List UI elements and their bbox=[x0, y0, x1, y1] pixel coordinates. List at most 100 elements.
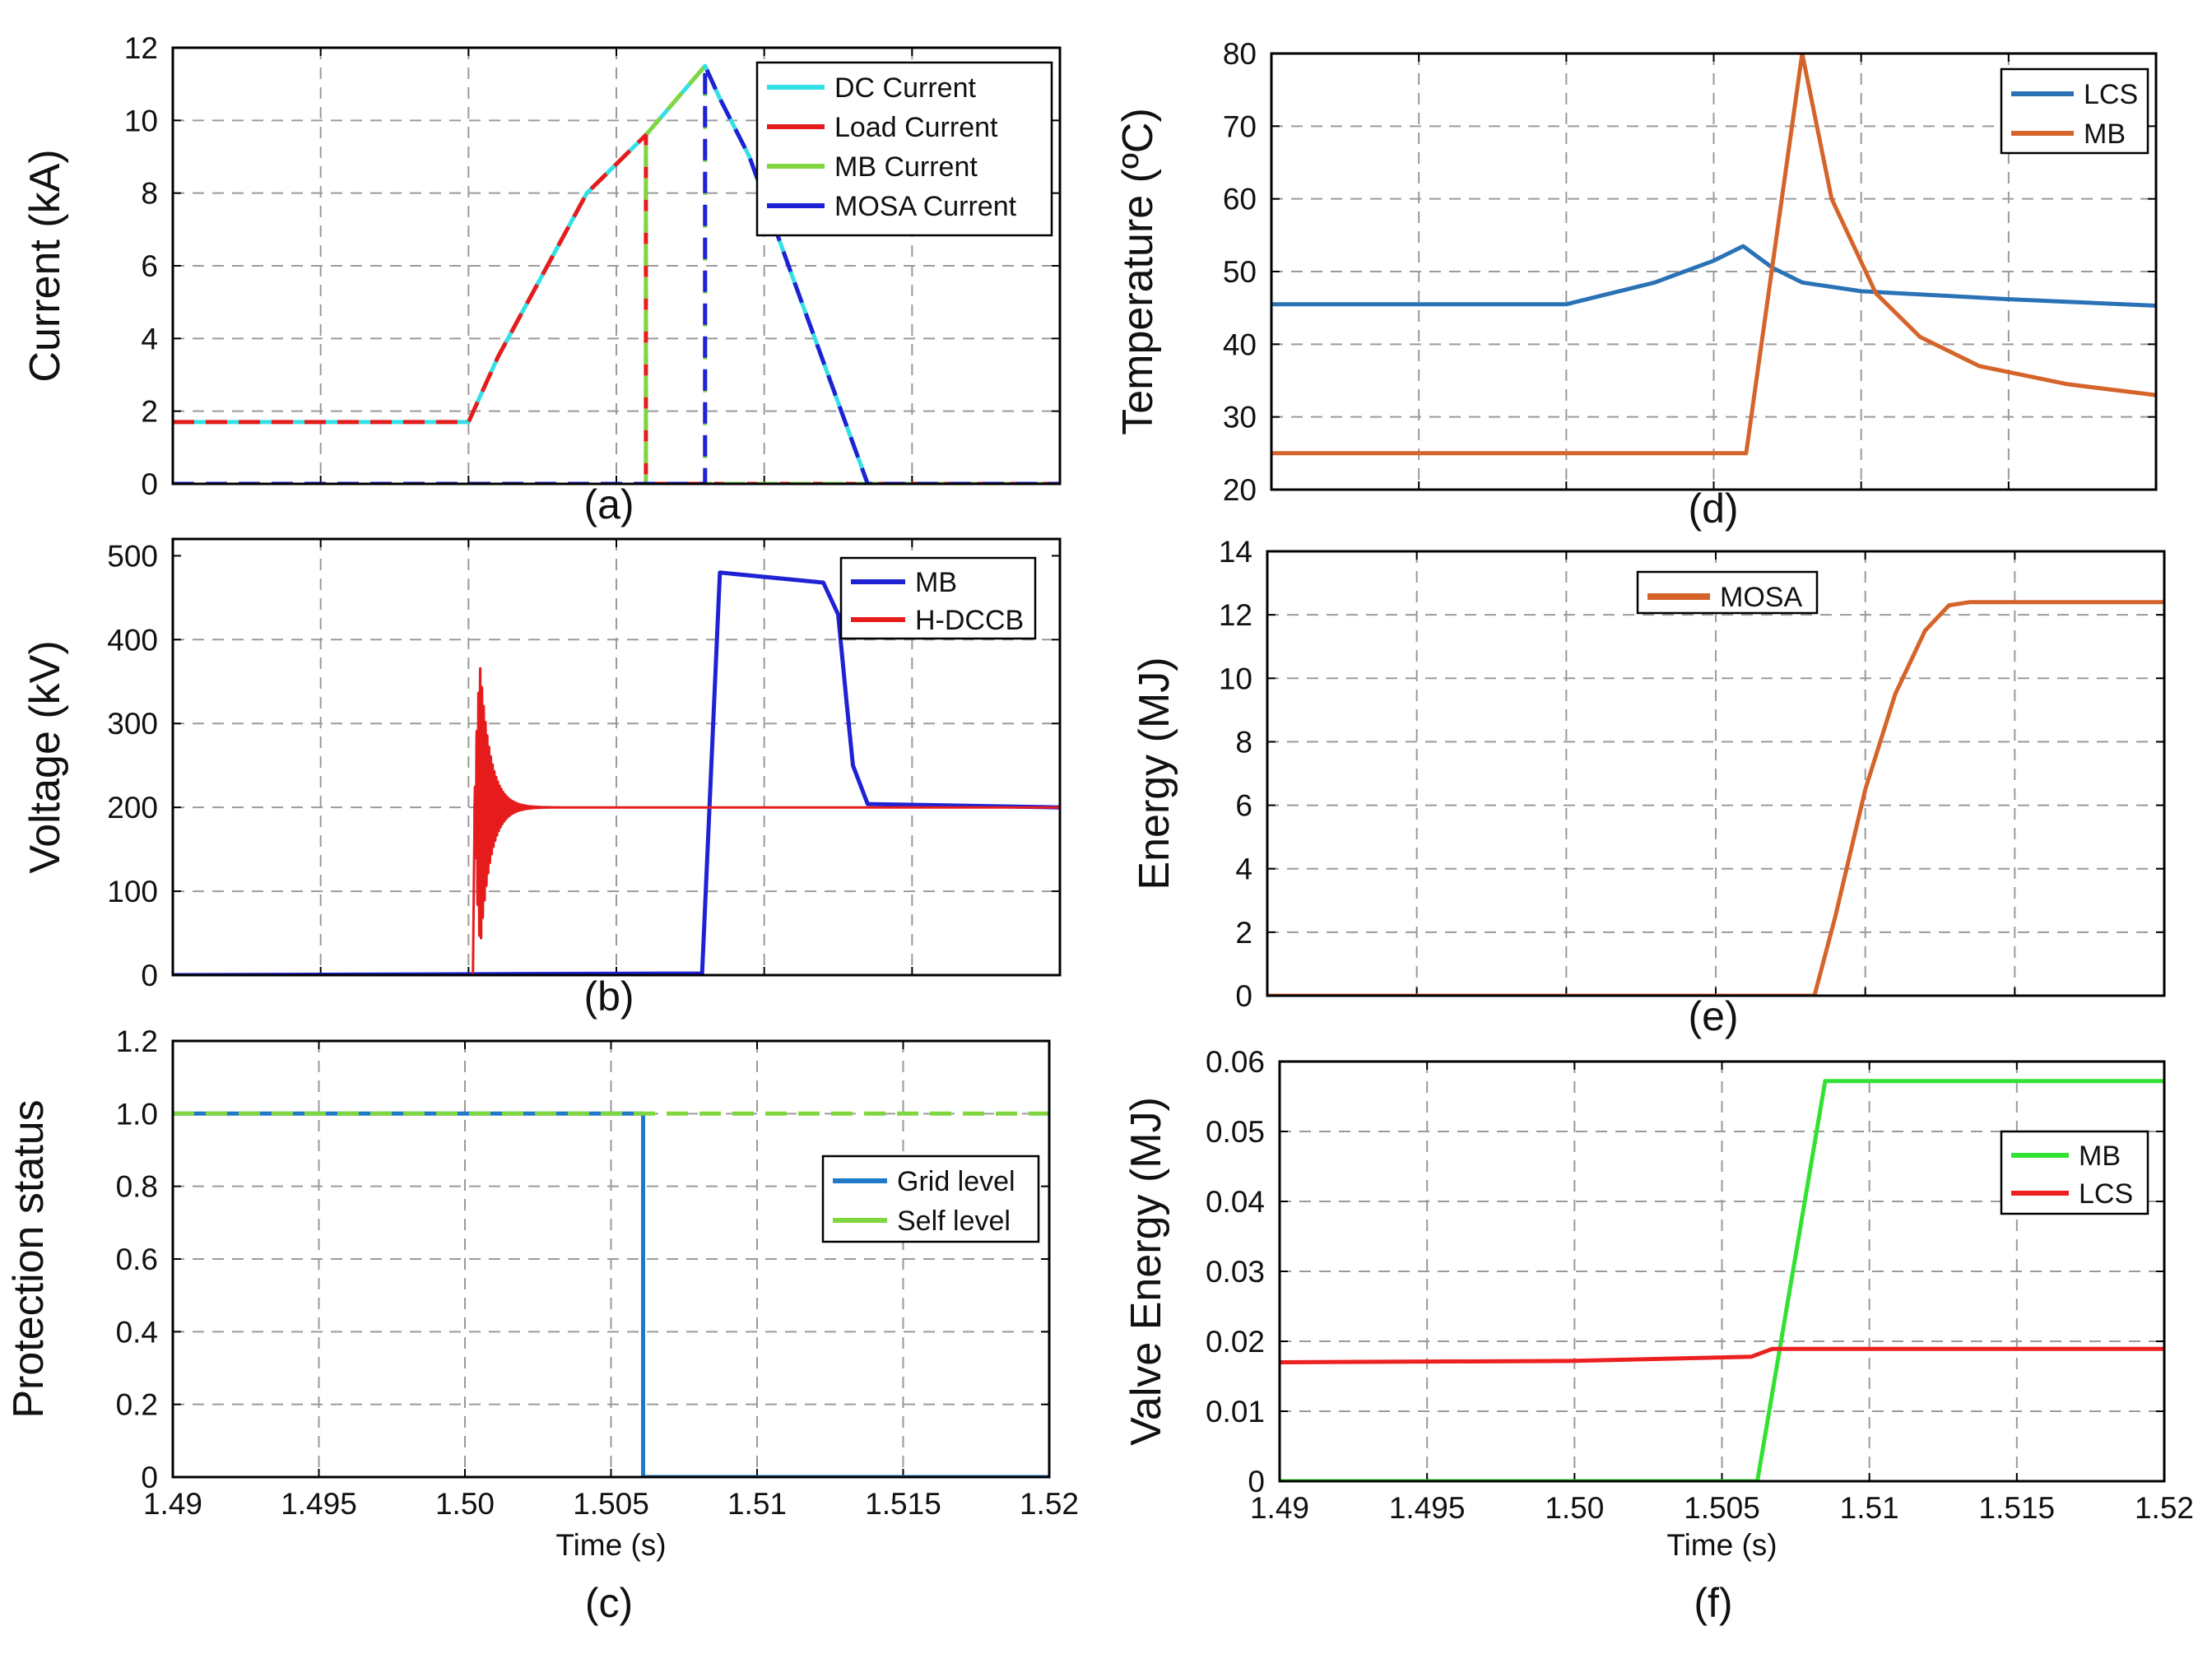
y-tick-label: 6 bbox=[141, 249, 158, 283]
legend-entry: Load Current bbox=[834, 112, 998, 143]
series-line-mosa bbox=[1267, 600, 2164, 996]
series-line-mb bbox=[1280, 1079, 2164, 1481]
x-tick-label: 1.49 bbox=[143, 1487, 202, 1521]
x-tick-label: 1.52 bbox=[1020, 1487, 1079, 1521]
y-tick-label: 0.4 bbox=[116, 1315, 158, 1349]
legend-box bbox=[2000, 1130, 2149, 1215]
x-tick-label: 1.515 bbox=[865, 1487, 941, 1521]
y-tick-label: 0 bbox=[141, 959, 158, 992]
y-tick-label: 70 bbox=[1223, 109, 1257, 143]
panel-caption: (f) bbox=[1694, 1580, 1732, 1626]
legend-box bbox=[1636, 570, 1819, 615]
y-tick-label: 0.8 bbox=[116, 1170, 158, 1204]
y-tick-label: 10 bbox=[1219, 662, 1252, 695]
y-axis-label: Temperature (ºC) bbox=[1114, 108, 1162, 435]
y-tick-label: 1.2 bbox=[116, 1024, 158, 1058]
y-tick-label: 0.06 bbox=[1206, 1045, 1265, 1079]
legend: LCS MB bbox=[2000, 67, 2149, 155]
legend-entry: Self level bbox=[897, 1206, 1011, 1237]
y-tick-label: 10 bbox=[124, 104, 158, 137]
y-axis-label: Valve Energy (MJ) bbox=[1122, 1097, 1170, 1446]
y-tick-label: 80 bbox=[1223, 37, 1257, 71]
series-line-lcs bbox=[1280, 1346, 2164, 1364]
y-tick-label: 0.05 bbox=[1206, 1115, 1265, 1149]
y-tick-label: 0.03 bbox=[1206, 1255, 1265, 1289]
y-tick-label: 8 bbox=[141, 177, 158, 211]
y-tick-label: 4 bbox=[141, 322, 158, 355]
series-group bbox=[1280, 1079, 2164, 1481]
y-tick-label: 12 bbox=[124, 31, 158, 65]
chart-e: 0 2 4 6 8 10 12 14 Energy (MJ) (e) MOSA bbox=[1131, 535, 2166, 1039]
y-tick-label: 200 bbox=[107, 791, 158, 825]
axes-box bbox=[1270, 52, 2158, 491]
axes-box bbox=[171, 46, 1062, 486]
legend-box bbox=[2000, 67, 2149, 155]
y-tick-label: 0 bbox=[1248, 1465, 1265, 1498]
legend-entry: LCS bbox=[2079, 1178, 2133, 1210]
y-tick-label: 14 bbox=[1219, 535, 1252, 569]
legend: MB H-DCCB bbox=[839, 556, 1037, 640]
series-line-lcs bbox=[1271, 244, 2156, 308]
legend-entry: MOSA bbox=[1720, 582, 1802, 613]
legend: Grid level Self level bbox=[821, 1155, 1040, 1243]
y-tick-label: 0.01 bbox=[1206, 1395, 1265, 1429]
x-tick-label: 1.505 bbox=[573, 1487, 649, 1521]
legend-entry: MOSA Current bbox=[834, 191, 1017, 222]
panel-caption: (d) bbox=[1688, 486, 1738, 532]
legend: MB LCS bbox=[2000, 1130, 2149, 1215]
panel-caption: (c) bbox=[585, 1580, 633, 1626]
y-tick-label: 0 bbox=[141, 1461, 158, 1494]
y-axis-label: Voltage (kV) bbox=[21, 640, 69, 873]
axes-box bbox=[171, 1039, 1051, 1479]
x-tick-label: 1.52 bbox=[2135, 1491, 2194, 1525]
legend-entry: LCS bbox=[2084, 79, 2138, 110]
y-tick-label: 20 bbox=[1223, 473, 1257, 507]
series-group bbox=[1267, 600, 2164, 996]
x-tick-label: 1.515 bbox=[1979, 1491, 2056, 1525]
y-tick-label: 100 bbox=[107, 875, 158, 908]
legend: DC Current Load Current MB Current MOSA Cur… bbox=[755, 61, 1053, 237]
series-line-mb bbox=[173, 570, 1060, 975]
axes-box bbox=[1278, 1060, 2166, 1483]
legend-entry: H-DCCB bbox=[915, 605, 1024, 636]
series-group bbox=[1271, 53, 2156, 456]
chart-b: 0 100 200 300 400 500 Voltage (kV) (b) MB H-DCCB bbox=[21, 537, 1062, 1020]
series-line-mosa-current bbox=[173, 63, 1060, 484]
legend-box bbox=[821, 1155, 1040, 1243]
x-axis-label: Time (s) bbox=[555, 1528, 666, 1562]
legend-entry: MB bbox=[915, 567, 957, 598]
chart-a: 0 2 4 6 8 10 12 Current (kA) (a) DC Current Load C… bbox=[21, 31, 1062, 527]
panel-caption: (e) bbox=[1688, 993, 1738, 1039]
series-line-mb-current bbox=[173, 63, 1060, 484]
y-tick-label: 6 bbox=[1235, 789, 1252, 823]
x-tick-label: 1.51 bbox=[1840, 1491, 1899, 1525]
legend-entry: MB bbox=[2084, 118, 2126, 150]
series-line-mb bbox=[1271, 53, 2156, 456]
legend-entry: MB bbox=[2079, 1141, 2121, 1172]
x-tick-label: 1.505 bbox=[1684, 1491, 1760, 1525]
panel-caption: (a) bbox=[583, 481, 634, 527]
x-tick-label: 1.495 bbox=[281, 1487, 357, 1521]
y-axis-label: Energy (MJ) bbox=[1131, 657, 1178, 890]
x-tick-label: 1.50 bbox=[435, 1487, 495, 1521]
chart-d: 20 30 40 50 60 70 80 Temperature (ºC) (d) LCS MB bbox=[1114, 37, 2158, 532]
y-tick-label: 1.0 bbox=[116, 1097, 158, 1131]
y-tick-label: 40 bbox=[1223, 328, 1257, 361]
legend: MOSA bbox=[1636, 570, 1819, 615]
y-axis-label: Current (kA) bbox=[21, 149, 69, 382]
y-tick-label: 8 bbox=[1235, 725, 1252, 759]
x-axis-label: Time (s) bbox=[1666, 1528, 1777, 1562]
legend-entry: Grid level bbox=[897, 1166, 1015, 1197]
y-tick-label: 0.04 bbox=[1206, 1185, 1265, 1219]
series-group bbox=[173, 570, 1060, 975]
y-tick-label: 0 bbox=[1235, 979, 1252, 1013]
series-group bbox=[173, 63, 1060, 484]
x-tick-label: 1.50 bbox=[1545, 1491, 1604, 1525]
y-tick-label: 2 bbox=[1235, 916, 1252, 950]
y-tick-label: 0.2 bbox=[116, 1388, 158, 1422]
y-tick-label: 4 bbox=[1235, 853, 1252, 886]
series-group bbox=[173, 1111, 1049, 1477]
y-tick-label: 0 bbox=[141, 467, 158, 501]
y-axis-label: Protection status bbox=[5, 1099, 53, 1418]
